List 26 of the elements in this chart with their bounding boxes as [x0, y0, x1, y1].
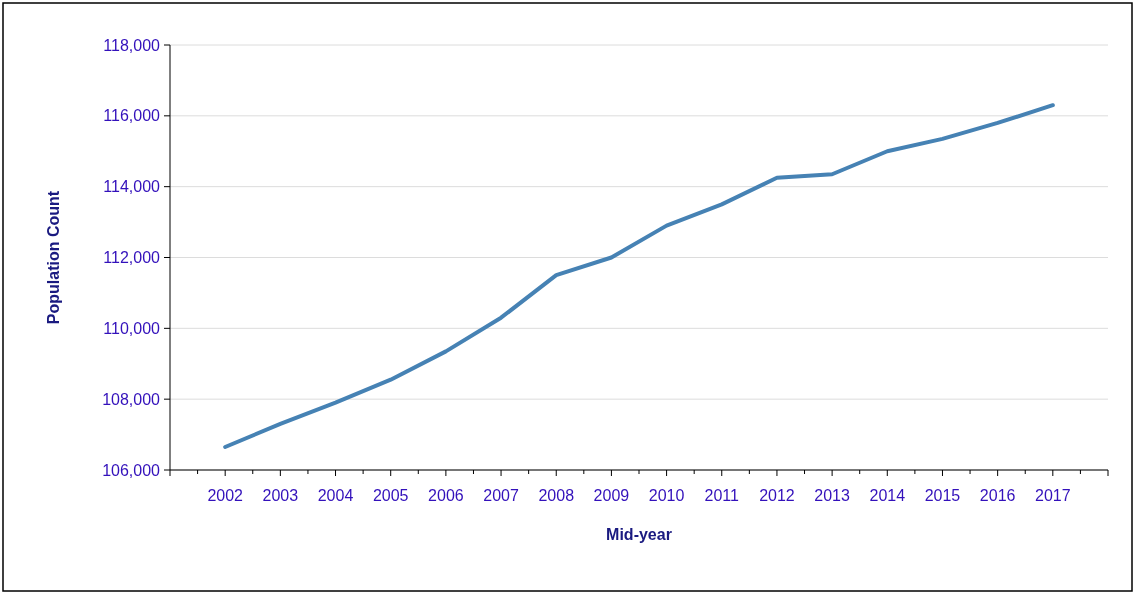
- x-tick-label: 2010: [648, 487, 685, 504]
- x-tick-label: 2007: [483, 487, 519, 504]
- line-series: [223, 103, 1055, 449]
- x-tick-label: 2009: [593, 487, 630, 504]
- x-tick-label: 2002: [207, 487, 244, 504]
- x-tick-label: 2003: [262, 487, 299, 504]
- x-tick-label: 2017: [1035, 487, 1071, 504]
- y-tick-label: 114,000: [103, 178, 161, 196]
- x-tick-label: 2014: [869, 487, 906, 504]
- x-tick-label: 2013: [814, 487, 851, 504]
- y-tick-label: 112,000: [103, 249, 161, 267]
- x-tick-label: 2011: [704, 487, 740, 504]
- x-tick-label: 2006: [428, 487, 464, 504]
- x-tick-label: 2004: [317, 487, 354, 504]
- y-tick-label: 116,000: [103, 107, 161, 125]
- y-tick-label: 106,000: [102, 461, 161, 479]
- y-tick-label: 118,000: [103, 36, 161, 54]
- x-tick-label: 2008: [538, 487, 575, 504]
- y-tick-label: 108,000: [102, 390, 161, 408]
- x-tick-label: 2016: [979, 487, 1016, 504]
- x-tick-label: 2015: [924, 487, 961, 504]
- x-axis-title: Mid-year: [606, 526, 672, 543]
- x-tick-label: 2012: [759, 487, 795, 504]
- x-tick-label: 2005: [372, 487, 409, 504]
- y-axis-title: Population Count: [45, 190, 62, 325]
- y-tick-label: 110,000: [103, 319, 161, 337]
